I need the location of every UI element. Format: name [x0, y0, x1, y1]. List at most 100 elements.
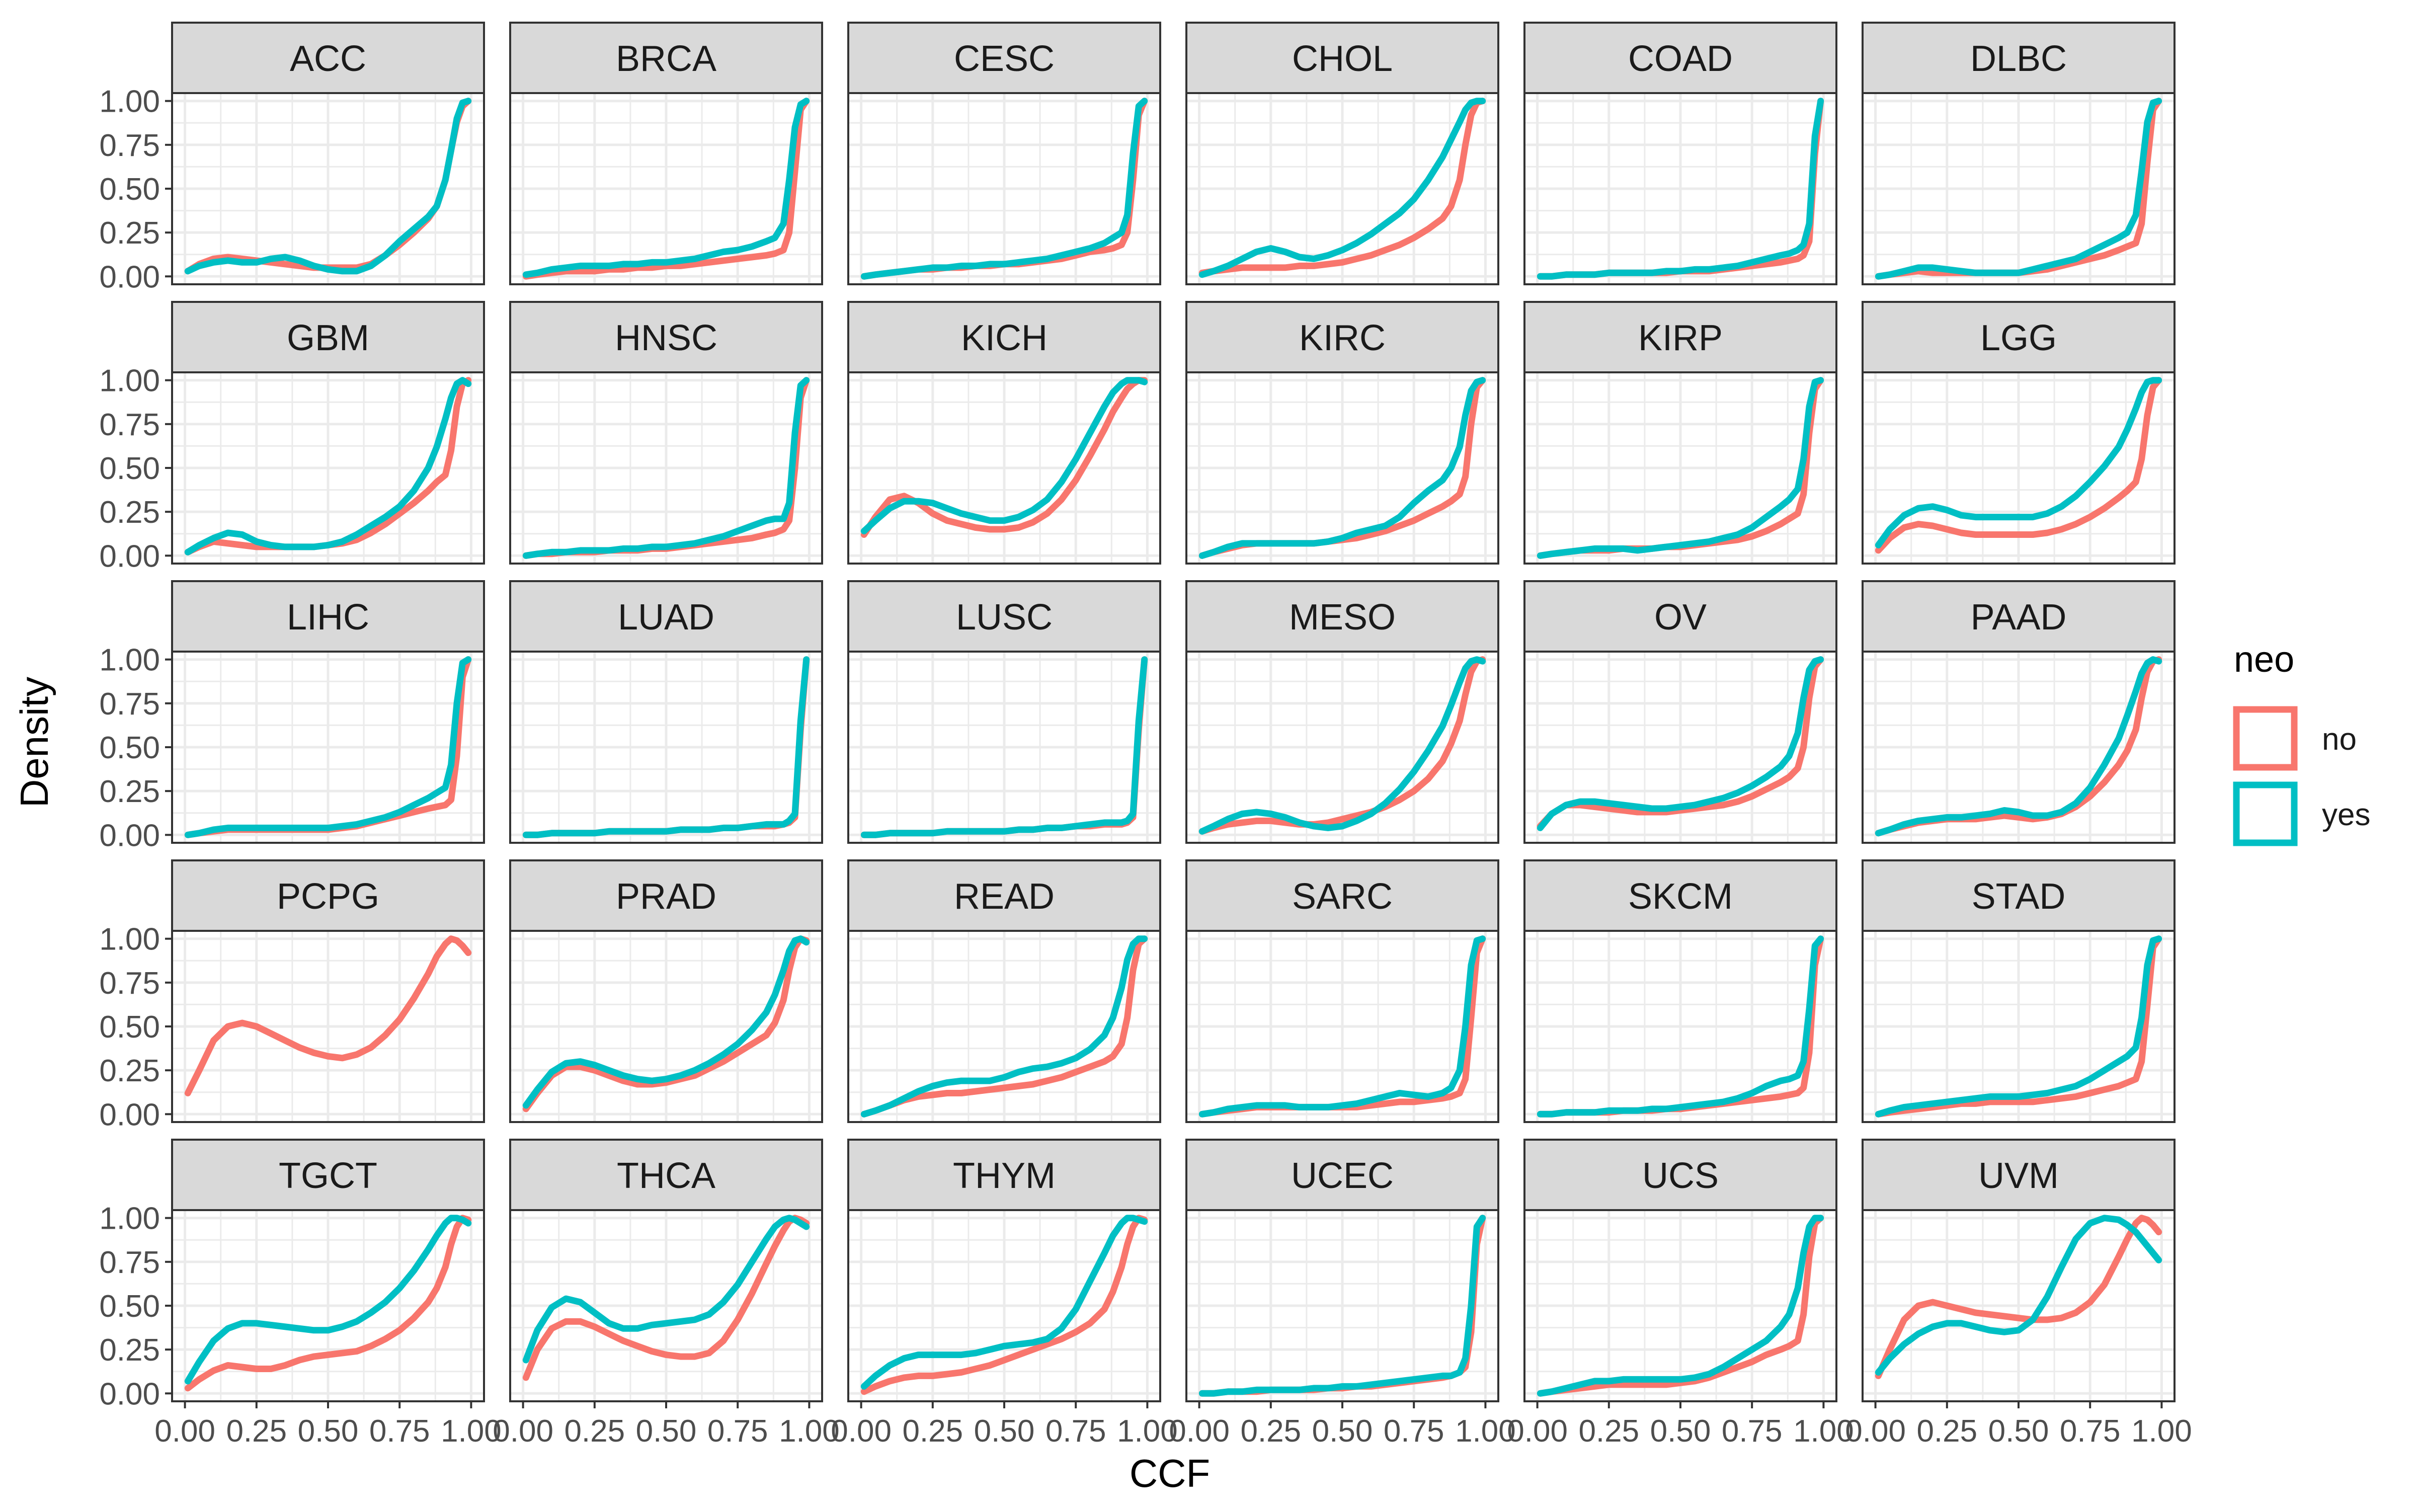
- panel-border: [1523, 92, 1837, 285]
- x-tick-label: 0.25: [902, 1414, 963, 1449]
- series-line-yes: [1875, 98, 2162, 280]
- strip-background: [1185, 301, 1499, 373]
- x-tick-label: 0.75: [1384, 1414, 1444, 1449]
- x-tick-label: 0.25: [1578, 1414, 1639, 1449]
- series-line-no: [860, 1215, 1148, 1395]
- legend-title: neo: [2234, 640, 2294, 680]
- legend-label-yes: yes: [2322, 798, 2370, 832]
- panel-brca: BRCA: [509, 22, 823, 285]
- x-tick-label: 0.75: [1045, 1414, 1106, 1449]
- strip-background: [1862, 1139, 2176, 1211]
- panel-uvm: UVM 0.00 0.25 0.50 0.75 1.00: [1845, 1139, 2192, 1449]
- series-line-no: [522, 935, 810, 1112]
- series-line-yes: [184, 377, 472, 555]
- series-line-no: [1875, 935, 2162, 1118]
- y-tick-label: 0.50: [99, 451, 160, 486]
- y-axis-title: Density: [12, 677, 56, 808]
- x-tick-label: 0.00: [154, 1414, 215, 1449]
- series-line-yes: [522, 98, 810, 278]
- series-line-yes: [1198, 935, 1486, 1118]
- y-tick-label: 0.75: [99, 966, 160, 1001]
- panel-prad: PRAD: [509, 859, 823, 1123]
- x-tick-label: 0.50: [1650, 1414, 1711, 1449]
- strip-label: COAD: [1628, 39, 1733, 79]
- series-line-yes: [860, 935, 1148, 1118]
- panel-border: [847, 930, 1161, 1123]
- series-line-yes: [860, 656, 1148, 838]
- panel-stad: STAD: [1862, 859, 2176, 1123]
- x-tick-label: 0.75: [707, 1414, 768, 1449]
- strip-label: MESO: [1289, 597, 1396, 638]
- panel-border: [1862, 930, 2176, 1123]
- series-line-yes: [860, 377, 1148, 534]
- x-tick-label: 1.00: [1793, 1414, 1854, 1449]
- series-line-yes: [184, 656, 472, 838]
- strip-background: [1862, 580, 2176, 653]
- y-tick-label: 1.00: [99, 922, 160, 957]
- y-tick-label: 1.00: [99, 364, 160, 399]
- series-line-yes: [1537, 656, 1824, 831]
- series-line-yes: [184, 98, 472, 275]
- series-line-yes: [1537, 377, 1824, 559]
- y-tick-label: 0.25: [99, 774, 160, 809]
- series-line-no: [184, 935, 472, 1096]
- strip-label: KIRP: [1638, 318, 1723, 358]
- x-tick-label: 0.00: [1845, 1414, 1906, 1449]
- panel-border: [847, 651, 1161, 844]
- strip-label: THCA: [617, 1156, 715, 1196]
- panel-border: [509, 930, 823, 1123]
- strip-background: [847, 859, 1161, 932]
- panel-chol: CHOL: [1185, 22, 1499, 285]
- panel-kirc: KIRC: [1185, 301, 1499, 565]
- x-tick-label: 0.00: [831, 1414, 892, 1449]
- series-line-no: [184, 1215, 472, 1392]
- strip-label: SARC: [1292, 877, 1393, 917]
- strip-label: UCS: [1642, 1156, 1719, 1196]
- strip-label: READ: [954, 877, 1055, 917]
- y-tick-label: 0.75: [99, 687, 160, 722]
- strip-label: TGCT: [279, 1156, 377, 1196]
- strip-label: LGG: [1980, 318, 2057, 358]
- strip-label: STAD: [1972, 877, 2066, 917]
- x-tick-label: 1.00: [779, 1414, 840, 1449]
- panel-gbm: GBM 0.00 0.25 0.50 0.75 1.00: [99, 301, 485, 574]
- panel-border: [847, 371, 1161, 565]
- panel-border: [1523, 930, 1837, 1123]
- strip-label: PAAD: [1971, 597, 2067, 638]
- x-tick-label: 0.25: [1240, 1414, 1301, 1449]
- strip-background: [1185, 22, 1499, 94]
- panel-lusc: LUSC: [847, 580, 1161, 844]
- strip-label: GBM: [287, 318, 369, 358]
- x-tick-label: 1.00: [1455, 1414, 1516, 1449]
- y-tick-label: 0.75: [99, 1245, 160, 1280]
- panel-ov: OV: [1523, 580, 1837, 844]
- y-tick-label: 0.25: [99, 1333, 160, 1368]
- series-line-yes: [1198, 377, 1486, 559]
- y-tick-label: 1.00: [99, 1202, 160, 1236]
- legend-key-yes: [2233, 781, 2298, 846]
- panel-border: [1185, 92, 1499, 285]
- x-tick-label: 0.75: [1722, 1414, 1783, 1449]
- x-axis-title: CCF: [1130, 1451, 1210, 1495]
- strip-label: PCPG: [277, 877, 379, 917]
- series-line-no: [522, 98, 810, 280]
- panel-pcpg: PCPG 0.00 0.25 0.50 0.75 1.00: [99, 859, 485, 1132]
- panel-read: READ: [847, 859, 1161, 1123]
- panel-skcm: SKCM: [1523, 859, 1837, 1123]
- panel-kirp: KIRP: [1523, 301, 1837, 565]
- x-tick-label: 0.75: [369, 1414, 430, 1449]
- strip-label: OV: [1654, 597, 1707, 638]
- y-tick-label: 0.25: [99, 1054, 160, 1088]
- strip-label: PRAD: [616, 877, 716, 917]
- panel-dlbc: DLBC: [1862, 22, 2176, 285]
- panel-sarc: SARC: [1185, 859, 1499, 1123]
- series-line-yes: [522, 1215, 810, 1364]
- strip-label: ACC: [290, 39, 366, 79]
- panel-kich: KICH: [847, 301, 1161, 565]
- strip-background: [1862, 859, 2176, 932]
- y-tick-label: 0.00: [99, 1377, 160, 1411]
- strip-background: [847, 301, 1161, 373]
- panel-hnsc: HNSC: [509, 301, 823, 565]
- y-tick-label: 0.00: [99, 260, 160, 294]
